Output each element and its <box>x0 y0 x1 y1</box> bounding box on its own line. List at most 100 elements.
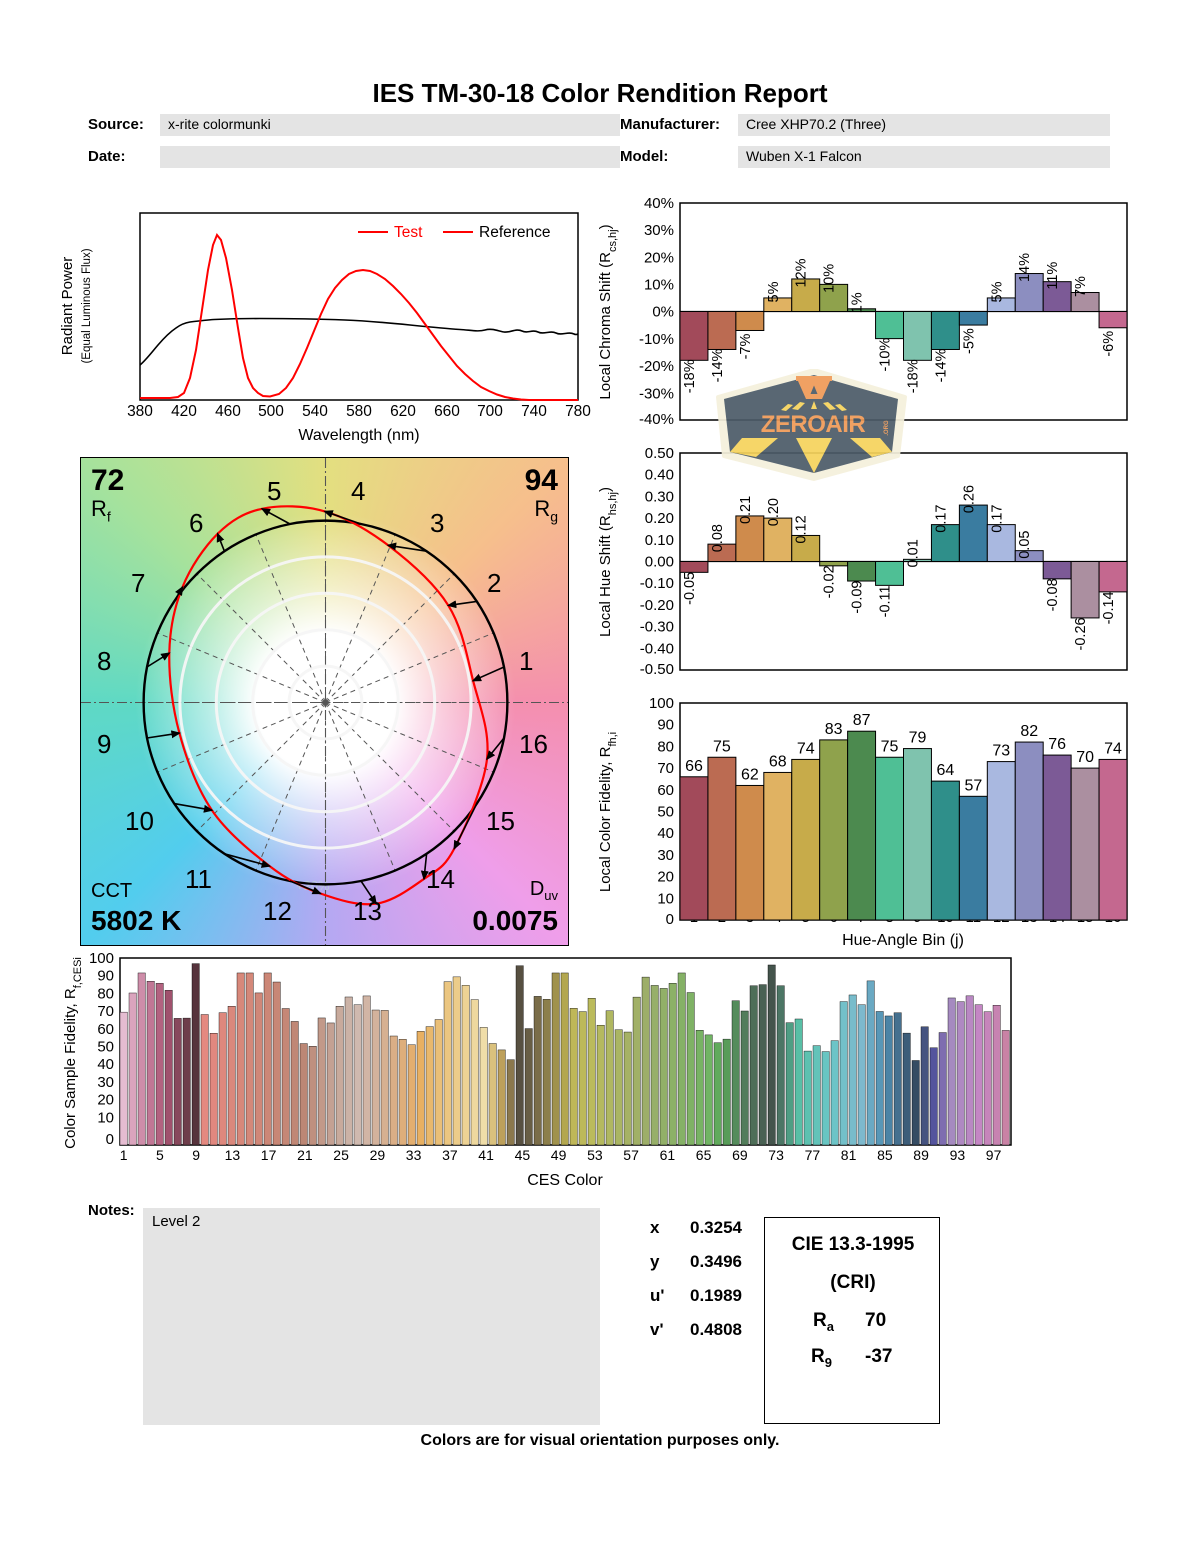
svg-text:-7%: -7% <box>738 333 754 359</box>
svg-text:-0.26: -0.26 <box>1073 617 1089 650</box>
svg-text:49: 49 <box>551 1147 567 1163</box>
svg-text:73: 73 <box>768 1147 784 1163</box>
svg-text:Reference: Reference <box>479 224 551 241</box>
svg-text:50: 50 <box>97 1039 114 1056</box>
svg-text:-0.05: -0.05 <box>682 572 698 605</box>
svg-text:-0.20: -0.20 <box>640 597 674 614</box>
svg-text:CES Color: CES Color <box>527 1172 603 1189</box>
svg-text:11%: 11% <box>1045 262 1061 290</box>
svg-text:73: 73 <box>992 743 1010 760</box>
svg-text:-0.14: -0.14 <box>1101 591 1117 624</box>
svg-text:60: 60 <box>657 782 674 799</box>
svg-text:(Equal Luminous Flux): (Equal Luminous Flux) <box>81 248 93 363</box>
svg-text:-18%: -18% <box>682 359 698 393</box>
svg-text:0%: 0% <box>652 304 674 321</box>
svg-text:81: 81 <box>841 1147 857 1163</box>
svg-text:0.10: 0.10 <box>645 532 674 549</box>
svg-text:33: 33 <box>406 1147 422 1163</box>
svg-text:17: 17 <box>261 1147 277 1163</box>
svg-text:-0.30: -0.30 <box>640 619 674 636</box>
svg-text:20: 20 <box>97 1092 114 1109</box>
svg-text:61: 61 <box>660 1147 676 1163</box>
svg-text:-0.02: -0.02 <box>822 565 838 598</box>
svg-text:10%: 10% <box>644 277 674 294</box>
svg-text:89: 89 <box>913 1147 929 1163</box>
svg-text:1: 1 <box>120 1147 128 1163</box>
svg-text:37: 37 <box>442 1147 458 1163</box>
svg-text:Local Color Fidelity, Rfh,i: Local Color Fidelity, Rfh,i <box>597 732 619 892</box>
svg-text:10%: 10% <box>822 264 838 293</box>
svg-text:380: 380 <box>127 403 153 420</box>
svg-text:0.12: 0.12 <box>794 515 810 543</box>
svg-text:20: 20 <box>657 869 674 886</box>
svg-text:90: 90 <box>97 968 114 985</box>
svg-text:93: 93 <box>950 1147 966 1163</box>
svg-text:70: 70 <box>657 760 674 777</box>
svg-text:10: 10 <box>97 1109 114 1126</box>
svg-text:74: 74 <box>1104 740 1122 757</box>
svg-text:780: 780 <box>565 403 591 420</box>
svg-text:Wavelength (nm): Wavelength (nm) <box>298 427 419 444</box>
svg-text:68: 68 <box>769 753 787 770</box>
svg-text:0.20: 0.20 <box>645 510 674 527</box>
svg-text:540: 540 <box>302 403 328 420</box>
svg-text:40: 40 <box>657 825 674 842</box>
svg-text:65: 65 <box>696 1147 712 1163</box>
svg-text:Radiant Power: Radiant Power <box>60 257 76 355</box>
svg-text:Test: Test <box>394 224 423 241</box>
svg-text:50: 50 <box>657 804 674 821</box>
svg-text:40: 40 <box>97 1056 114 1073</box>
svg-text:0.40: 0.40 <box>645 467 674 484</box>
svg-text:-6%: -6% <box>1101 331 1117 357</box>
svg-text:82: 82 <box>1020 723 1038 740</box>
svg-text:66: 66 <box>685 758 703 775</box>
svg-text:-0.50: -0.50 <box>640 661 674 678</box>
svg-text:14%: 14% <box>1017 253 1033 282</box>
svg-text:0.26: 0.26 <box>961 485 977 513</box>
svg-text:0.17: 0.17 <box>933 504 949 532</box>
svg-text:-0.10: -0.10 <box>640 575 674 592</box>
svg-text:740: 740 <box>521 403 547 420</box>
svg-text:9: 9 <box>192 1147 200 1163</box>
svg-text:500: 500 <box>258 403 284 420</box>
svg-text:80: 80 <box>97 985 114 1002</box>
svg-text:53: 53 <box>587 1147 603 1163</box>
svg-text:-30%: -30% <box>639 385 674 402</box>
svg-text:Local Chroma Shift (Rcs,hj): Local Chroma Shift (Rcs,hj) <box>597 224 619 399</box>
svg-text:0.01: 0.01 <box>905 539 921 567</box>
svg-text:7%: 7% <box>1073 276 1089 297</box>
svg-text:13: 13 <box>225 1147 241 1163</box>
svg-text:75: 75 <box>881 738 899 755</box>
svg-text:660: 660 <box>434 403 460 420</box>
svg-text:.ORG: .ORG <box>884 420 890 436</box>
svg-text:-0.40: -0.40 <box>640 640 674 657</box>
svg-text:620: 620 <box>390 403 416 420</box>
svg-text:0.17: 0.17 <box>989 504 1005 532</box>
svg-text:41: 41 <box>478 1147 494 1163</box>
svg-text:60: 60 <box>97 1021 114 1038</box>
svg-text:100: 100 <box>649 695 674 712</box>
svg-text:-0.08: -0.08 <box>1045 578 1061 611</box>
svg-text:80: 80 <box>657 738 674 755</box>
svg-text:25: 25 <box>333 1147 349 1163</box>
svg-text:70: 70 <box>97 1003 114 1020</box>
svg-text:700: 700 <box>477 403 503 420</box>
svg-text:30%: 30% <box>644 222 674 239</box>
svg-text:460: 460 <box>215 403 241 420</box>
svg-text:0: 0 <box>106 1131 114 1148</box>
svg-text:87: 87 <box>853 712 871 729</box>
svg-text:0.21: 0.21 <box>738 496 754 524</box>
svg-text:21: 21 <box>297 1147 313 1163</box>
svg-text:5%: 5% <box>766 281 782 302</box>
svg-text:580: 580 <box>346 403 372 420</box>
svg-text:Local Hue Shift (Rhs,hj): Local Hue Shift (Rhs,hj) <box>597 487 619 637</box>
svg-text:74: 74 <box>797 740 815 757</box>
svg-text:57: 57 <box>623 1147 639 1163</box>
svg-text:85: 85 <box>877 1147 893 1163</box>
svg-text:90: 90 <box>657 717 674 734</box>
svg-text:97: 97 <box>986 1147 1002 1163</box>
svg-text:30: 30 <box>657 847 674 864</box>
svg-text:79: 79 <box>909 730 927 747</box>
svg-text:45: 45 <box>515 1147 531 1163</box>
svg-text:76: 76 <box>1048 736 1066 753</box>
